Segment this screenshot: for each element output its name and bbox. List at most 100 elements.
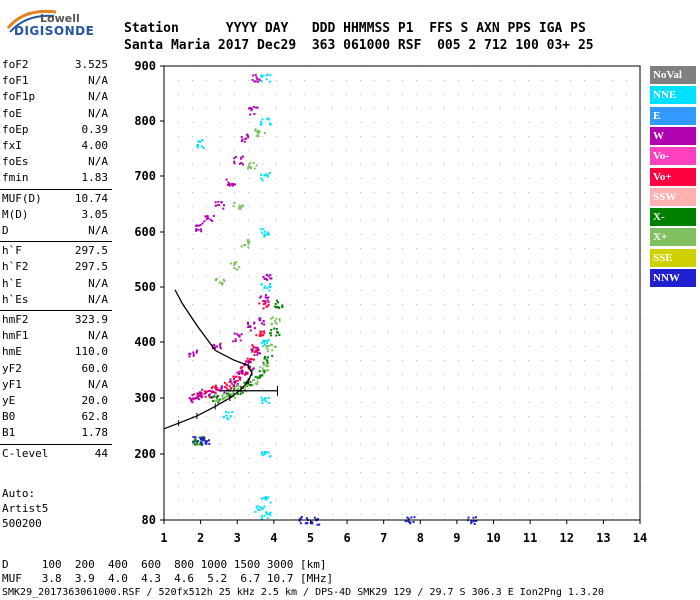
echo-point (259, 506, 262, 509)
echo-point (262, 364, 265, 367)
echo-point (240, 135, 243, 138)
echo-point (271, 344, 274, 347)
echo-point (260, 341, 263, 344)
echo-point (251, 379, 254, 382)
param-hmf1: hmF1 N/A (2, 329, 108, 343)
echo-point (260, 330, 263, 333)
echo-point (255, 134, 258, 137)
echo-point (269, 123, 272, 126)
echo-point (200, 228, 203, 231)
artist-code: 500200 (2, 517, 42, 530)
echo-point (239, 393, 242, 396)
echo-point (255, 382, 258, 385)
echo-point (238, 205, 241, 208)
echo-point (197, 398, 200, 401)
footer-distance-row: D 100 200 400 600 800 1000 1500 3000 [km… (2, 558, 327, 571)
echo-point (218, 389, 221, 392)
echo-point (204, 215, 207, 218)
echo-point (238, 370, 241, 373)
echo-point (226, 417, 229, 420)
digisonde-logo-icon (6, 9, 57, 33)
echo-point (253, 379, 256, 382)
echo-point (472, 520, 475, 523)
echo-point (270, 343, 273, 346)
echo-point (234, 397, 237, 400)
echo-point (275, 299, 278, 302)
echo-point (263, 230, 266, 233)
echo-point (249, 365, 252, 368)
echo-point (241, 391, 244, 394)
echo-point (233, 388, 236, 391)
echo-point (200, 436, 203, 439)
echo-point (254, 129, 257, 132)
echo-point (258, 131, 261, 134)
echo-point (219, 346, 222, 349)
echo-point (223, 391, 226, 394)
echo-point (240, 372, 243, 375)
echo-point (247, 322, 250, 325)
param-value: N/A (88, 292, 108, 306)
echo-point (262, 275, 265, 278)
param-fof2: foF2 3.525 (2, 58, 108, 72)
echo-point (213, 386, 216, 389)
echo-point (263, 332, 266, 335)
echo-point (265, 277, 268, 280)
param-fof1p: foF1p N/A (2, 90, 108, 104)
echo-point (251, 350, 254, 353)
echo-point (277, 301, 280, 304)
echo-point (269, 514, 272, 517)
echo-point (244, 371, 247, 374)
echo-point (270, 329, 273, 332)
echo-point (262, 507, 265, 510)
echo-point (267, 296, 270, 299)
echo-point (240, 140, 243, 143)
echo-point (268, 512, 271, 515)
echo-point (192, 351, 195, 354)
echo-point (197, 228, 200, 231)
echo-point (265, 273, 268, 276)
echo-point (199, 438, 202, 441)
echo-point (239, 367, 242, 370)
echo-point (256, 106, 259, 109)
echo-point (262, 454, 265, 457)
echo-point (412, 520, 415, 523)
echo-point (267, 339, 270, 342)
echo-point (208, 396, 211, 399)
echo-point (214, 201, 217, 204)
echo-point (214, 204, 217, 207)
echo-point (276, 330, 279, 333)
echo-point (249, 167, 252, 170)
echo-point (221, 394, 224, 397)
echo-point (246, 240, 249, 243)
echo-point (188, 353, 191, 356)
echo-point (257, 352, 260, 355)
echo-point (238, 335, 241, 338)
echo-point (194, 436, 197, 439)
echo-point (264, 294, 267, 297)
echo-point (199, 224, 202, 227)
echo-point (247, 384, 250, 387)
header-row-values: Santa Maria 2017 Dec29 363 061000 RSF 00… (124, 38, 594, 53)
echo-point (212, 400, 215, 403)
param-mufd: MUF(D) 10.74 (2, 192, 108, 206)
param-name: foEp (2, 122, 29, 136)
echo-point (240, 157, 243, 160)
echo-point (195, 351, 198, 354)
echo-point (203, 392, 206, 395)
echo-point (234, 375, 237, 378)
echo-point (263, 285, 266, 288)
echo-point (271, 316, 274, 319)
echo-point (262, 361, 265, 364)
echo-point (237, 207, 240, 210)
echo-point (275, 327, 278, 330)
echo-point (267, 301, 270, 304)
echo-point (262, 345, 265, 348)
echo-point (208, 393, 211, 396)
echo-point (268, 285, 271, 288)
echo-point (236, 333, 239, 336)
echo-point (475, 519, 478, 522)
echo-point (243, 140, 246, 143)
echo-point (210, 396, 213, 399)
echo-point (194, 443, 197, 446)
